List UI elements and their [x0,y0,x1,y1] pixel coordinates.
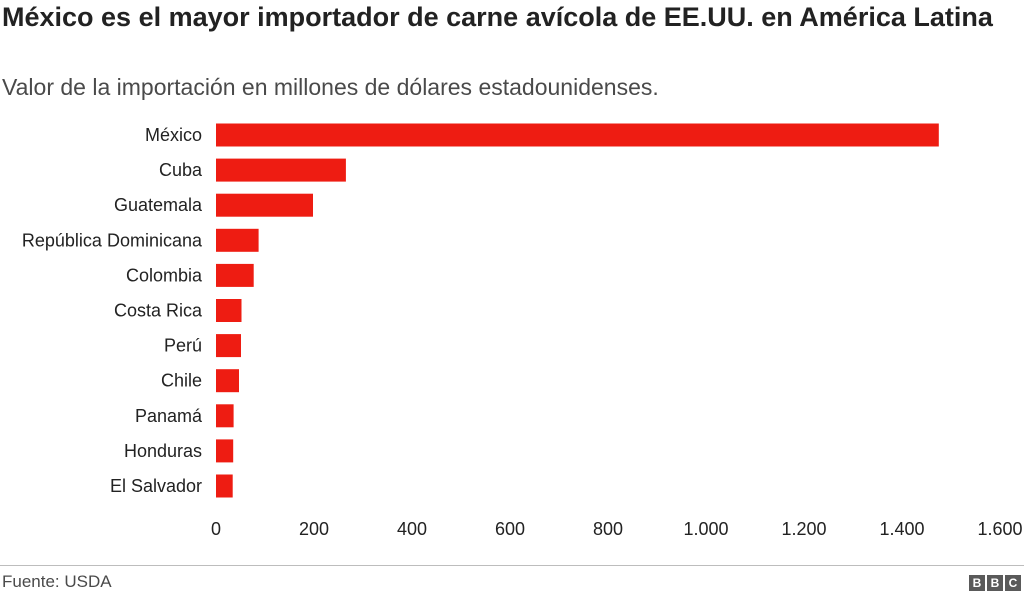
x-tick-label: 0 [211,519,221,539]
x-tick-label: 600 [495,519,525,539]
x-tick-label: 800 [593,519,623,539]
x-tick-label: 1.200 [781,519,826,539]
bar-chart: México Cuba Guatemala República Dominicana C… [22,123,1023,539]
category-labels: México Cuba Guatemala República Dominicana C… [22,125,203,496]
bar-7 [216,369,239,393]
category-label: República Dominicana [22,230,203,250]
source-note: Fuente: USDA [2,572,112,591]
bar-6 [216,334,241,358]
footer-divider [0,565,1024,566]
category-label: Guatemala [114,195,203,215]
bar-3 [216,228,259,252]
category-label: El Salvador [110,476,202,496]
logo-letter-3: C [1005,575,1021,591]
bar-5 [216,299,242,322]
x-tick-label: 400 [397,519,427,539]
logo-letter-2: B [987,575,1003,591]
bar-1 [216,158,346,182]
bar-10 [216,474,233,498]
x-tick-label: 1.000 [683,519,728,539]
bar-8 [216,404,234,428]
bar-9 [216,439,234,463]
category-label: Panamá [135,406,203,426]
bbc-logo: B B C [969,575,1021,591]
chart-subtitle: Valor de la importación en millones de d… [2,74,659,100]
bars-group [216,123,939,498]
bar-4 [216,263,254,287]
category-label: Chile [161,371,202,391]
x-tick-label: 200 [299,519,329,539]
bar-0 [216,123,939,147]
x-tick-label: 1.400 [879,519,924,539]
bar-2 [216,193,313,217]
category-label: Cuba [159,160,203,180]
category-label: Perú [164,336,202,356]
category-label: Colombia [126,265,203,285]
category-label: Honduras [124,441,202,461]
x-tick-label: 1.600 [977,519,1022,539]
chart-title: México es el mayor importador de carne a… [2,2,993,32]
logo-letter-1: B [969,575,985,591]
x-axis-tick-labels: 0 200 400 600 800 1.000 1.200 1.400 1.600 [211,519,1023,539]
category-label: Costa Rica [114,301,203,321]
category-label: México [145,125,202,145]
